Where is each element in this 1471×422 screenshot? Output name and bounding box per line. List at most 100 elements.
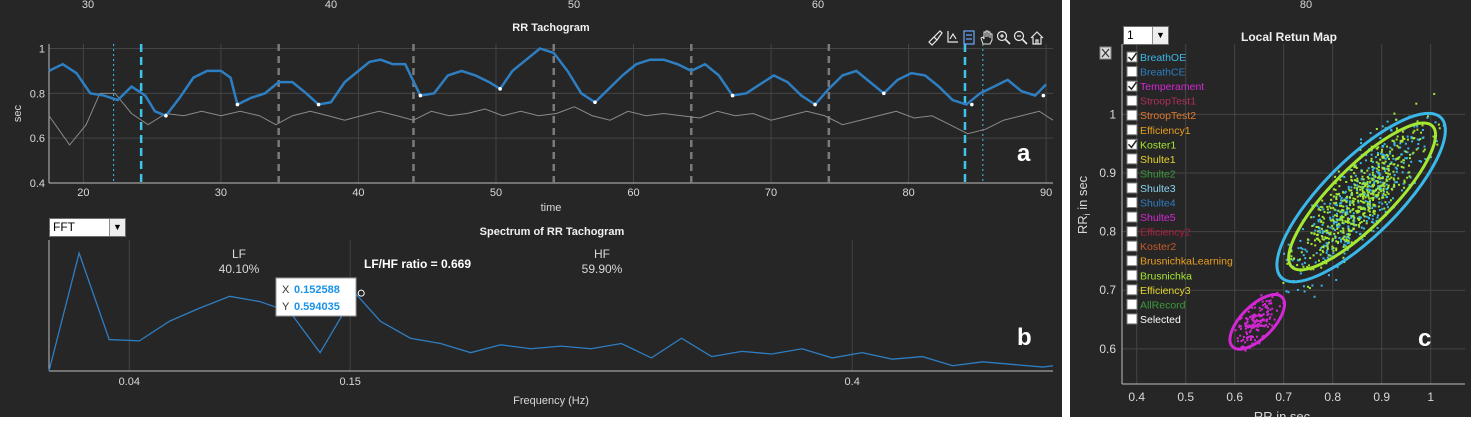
legend-item-shulte1[interactable]: Shulte1 [1126,153,1176,166]
scatter-point [1383,143,1386,146]
scatter-point [1240,340,1243,343]
delete-icon[interactable] [1099,46,1112,60]
scatter-point [1248,324,1251,327]
scatter-point [1329,216,1332,219]
scatter-point [1268,317,1271,320]
legend-item-brusnichkalearning[interactable]: BrusnichkaLearning [1126,255,1233,268]
legend-checkbox[interactable] [1126,255,1138,267]
legend-checkbox[interactable] [1126,284,1138,296]
scatter-point [1367,195,1370,198]
scatter-point [1395,118,1398,121]
scatter-point [1343,238,1346,241]
scatter-point [1260,314,1263,317]
scatter-point [1310,231,1313,234]
legend-item-efficiency1[interactable]: Efficiency1 [1126,124,1191,137]
legend-item-strooptest2[interactable]: StroopTest2 [1126,109,1196,122]
data-tips-icon[interactable] [947,31,958,43]
legend-checkbox[interactable] [1126,197,1138,208]
scatter-point [1347,225,1350,228]
legend-item-breathoe[interactable]: BreathOE [1126,51,1186,64]
legend-checkbox[interactable] [1126,124,1138,136]
legend-checkbox[interactable] [1126,51,1138,63]
scatter-point [1371,161,1374,164]
scatter-point [1301,263,1304,266]
scatter-points [1234,92,1445,352]
legend-icon[interactable] [963,30,975,45]
legend-item-temperament[interactable]: Temperament [1126,80,1204,93]
zoom-in-icon[interactable] [996,30,1011,45]
scatter-point [1343,252,1346,255]
x-tick-label: 0.15 [339,376,360,388]
legend-item-koster1[interactable]: Koster1 [1126,138,1176,151]
pan-icon[interactable] [980,30,993,45]
datatip-anchor-point[interactable] [357,289,365,297]
session-select[interactable]: 1 ▼ [1123,26,1169,45]
legend-checkbox[interactable] [1126,269,1138,281]
scatter-point [1387,192,1390,195]
scatter-point [1396,157,1399,160]
legend-item-shulte5[interactable]: Shulte5 [1126,211,1176,224]
scatter-point [1359,186,1362,189]
chevron-down-icon[interactable]: ▼ [109,219,125,236]
legend-checkbox[interactable] [1126,80,1138,92]
scatter-point [1287,243,1290,246]
scatter-point [1242,335,1245,338]
scatter-point [1376,180,1379,183]
legend-item-strooptest1[interactable]: StroopTest1 [1126,95,1196,108]
legend-checkbox[interactable] [1126,95,1138,107]
scatter-point [1377,194,1380,197]
legend-item-brusnichka[interactable]: Brusnichka [1126,269,1192,282]
scatter-point [1322,221,1325,224]
legend-checkbox[interactable] [1126,211,1138,223]
spectrum-method-select[interactable]: FFT ▼ [49,218,126,237]
scatter-point [1313,223,1316,226]
legend-item-shulte4[interactable]: Shulte4 [1126,197,1176,210]
legend-checkbox[interactable] [1126,226,1138,238]
chevron-down-icon[interactable]: ▼ [1152,27,1168,44]
legend-item-efficiency3[interactable]: Efficiency3 [1126,284,1191,297]
legend-item-efficiency2[interactable]: Efficiency2 [1126,226,1191,239]
scatter-point [1359,188,1362,191]
scatter-point [1363,171,1366,174]
zoom-out-icon[interactable] [1013,30,1028,45]
legend-checkbox[interactable] [1126,153,1138,165]
scatter-point [1359,162,1362,165]
legend-item-label: Efficiency2 [1140,227,1191,239]
legend-item-label: Koster1 [1140,139,1176,151]
scatter-point [1320,227,1323,230]
scatter-point [1380,190,1383,193]
scatter-point [1363,219,1366,222]
legend-checkbox[interactable] [1126,138,1138,150]
legend-checkbox[interactable] [1126,66,1138,78]
legend-checkbox[interactable] [1126,298,1138,310]
scatter-point [1267,313,1270,316]
scatter-point [1334,203,1337,206]
scatter-point [1319,209,1322,212]
scatter-point [1260,324,1263,327]
legend-item-allrecord[interactable]: AllRecord [1126,298,1186,311]
scatter-point [1396,135,1399,138]
scatter-point [1434,121,1437,124]
return-map-xlabel: RR in sec [1254,409,1311,417]
scatter-point [1381,208,1384,211]
home-icon[interactable] [1030,31,1044,45]
legend-item-shulte2[interactable]: Shulte2 [1126,167,1176,180]
legend-item-selected[interactable]: Selected [1126,313,1181,326]
legend-checkbox[interactable] [1126,167,1138,179]
datatip[interactable]: X 0.152588 Y 0.594035 [275,277,357,317]
legend-item-koster2[interactable]: Koster2 [1126,240,1176,253]
legend-checkbox[interactable] [1126,109,1138,121]
xlabel-main: RR [1254,409,1273,417]
scatter-point [1387,175,1390,178]
y-tick-label: 0.8 [1099,225,1116,239]
legend-item-shulte3[interactable]: Shulte3 [1126,182,1176,195]
scatter-point [1319,247,1322,250]
legend-checkbox[interactable] [1126,240,1138,252]
y-tick-label: 0.6 [1099,342,1116,356]
scatter-point [1314,229,1317,232]
brush-icon[interactable] [928,30,943,46]
legend-item-breathce[interactable]: BreathCE [1126,66,1186,79]
scatter-point [1360,208,1363,211]
legend-checkbox[interactable] [1126,182,1138,194]
legend-checkbox[interactable] [1126,313,1138,325]
